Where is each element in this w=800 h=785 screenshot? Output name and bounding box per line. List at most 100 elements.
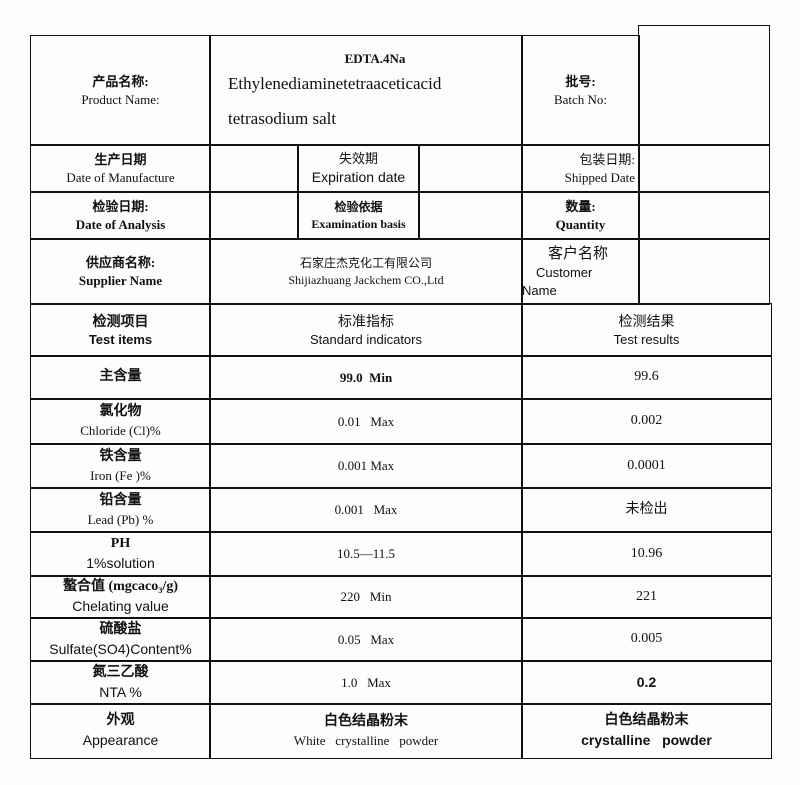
test-result: 0.005 bbox=[521, 617, 772, 662]
test-item-en: Sulfate(SO4)Content% bbox=[49, 640, 192, 657]
standard-value: 0.001 Max bbox=[337, 458, 395, 474]
test-result: 未检出 bbox=[521, 487, 772, 533]
batch-label: 批号: Batch No: bbox=[521, 35, 640, 146]
standard-indicator: 220 Min bbox=[209, 575, 523, 619]
test-item: 铁含量 Iron (Fe )% bbox=[30, 443, 211, 489]
test-result: 99.6 bbox=[521, 355, 772, 400]
manufacture-value bbox=[209, 144, 299, 193]
standard-value: 0.01 Max bbox=[337, 413, 395, 429]
customer-en1: Customer bbox=[536, 265, 593, 281]
result-value: crystalline powder bbox=[581, 732, 712, 748]
standard-indicator: 1.0 Max bbox=[209, 660, 523, 705]
test-item-cn: 外观 bbox=[106, 713, 135, 729]
customer-label: 客户名称 Customer Name bbox=[521, 238, 640, 305]
shipped-label: 包装日期: Shipped Date bbox=[521, 144, 640, 193]
test-result: 10.96 bbox=[521, 531, 772, 577]
analysis-en: Date of Analysis bbox=[75, 216, 166, 232]
column-header: 检测项目 Test items bbox=[30, 303, 211, 357]
basis-value bbox=[418, 191, 523, 240]
test-item-cn: PH bbox=[110, 536, 131, 552]
supplier-label: 供应商名称: Supplier Name bbox=[30, 238, 211, 305]
test-result: 221 bbox=[521, 575, 772, 619]
standard-cn: 白色结晶粉末 bbox=[324, 713, 408, 729]
standard-value: White crystalline powder bbox=[293, 732, 439, 748]
test-item-cn: 螯合值 (mgcaco₃/g) bbox=[62, 579, 178, 595]
supplier-value-en: Shijiazhuang Jackchem CO.,Ltd bbox=[288, 272, 444, 287]
test-item-en: 1%solution bbox=[86, 555, 155, 571]
manufacture-en: Date of Manufacture bbox=[66, 169, 175, 185]
expiration-value bbox=[418, 144, 523, 193]
result-cn: 白色结晶粉末 bbox=[604, 713, 689, 729]
shipped-en: Shipped Date bbox=[564, 169, 635, 185]
standard-value: 0.05 Max bbox=[337, 631, 395, 647]
standard-value: 220 Min bbox=[340, 589, 392, 605]
test-item-cn: 氯化物 bbox=[99, 404, 142, 420]
shipped-value bbox=[638, 144, 770, 193]
basis-label: 检验依据 Examination basis bbox=[297, 191, 420, 240]
test-item-cn: 硫酸盐 bbox=[99, 621, 142, 637]
manufacture-label: 生产日期 Date of Manufacture bbox=[30, 144, 211, 193]
result-value: 0.005 bbox=[630, 631, 663, 647]
column-header-cn: 检测项目 bbox=[92, 312, 149, 329]
test-result: 0.002 bbox=[521, 398, 772, 445]
shipped-cn: 包装日期: bbox=[579, 151, 635, 167]
column-header: 检测结果 Test results bbox=[521, 303, 772, 357]
column-header: 标准指标 Standard indicators bbox=[209, 303, 523, 357]
customer-en2: Name bbox=[522, 282, 557, 298]
standard-value: 99.0 Min bbox=[339, 369, 393, 385]
customer-cn: 客户名称 bbox=[548, 244, 609, 262]
test-item: 氮三乙酸 NTA % bbox=[30, 660, 211, 705]
column-header-en: Test items bbox=[88, 331, 153, 347]
test-item-cn: 铅含量 bbox=[99, 492, 142, 508]
column-header-cn: 检测结果 bbox=[618, 312, 675, 329]
test-item-en: Iron (Fe )% bbox=[90, 467, 151, 483]
analysis-label: 检验日期: Date of Analysis bbox=[30, 191, 211, 240]
standard-value: 0.001 Max bbox=[334, 502, 398, 518]
standard-indicator: 99.0 Min bbox=[209, 355, 523, 400]
expiration-cn: 失效期 bbox=[338, 151, 378, 167]
column-header-en: Test results bbox=[613, 331, 680, 347]
batch-label-en: Batch No: bbox=[553, 91, 608, 107]
test-item-en: Lead (Pb) % bbox=[87, 511, 154, 527]
product-name-value: EDTA.4Na Ethylenediaminetetraaceticacid … bbox=[209, 35, 523, 146]
quantity-label: 数量: Quantity bbox=[521, 191, 640, 240]
basis-cn: 检验依据 bbox=[334, 200, 383, 215]
test-item: 铅含量 Lead (Pb) % bbox=[30, 487, 211, 533]
standard-value: 10.5—11.5 bbox=[336, 546, 396, 562]
analysis-value bbox=[209, 191, 299, 240]
test-item-en: Chloride (Cl)% bbox=[80, 423, 161, 439]
test-item-en: Appearance bbox=[82, 732, 159, 748]
test-item: 外观 Appearance bbox=[30, 703, 211, 759]
supplier-cn: 供应商名称: bbox=[85, 254, 156, 270]
test-item: 硫酸盐 Sulfate(SO4)Content% bbox=[30, 617, 211, 662]
standard-indicator: 10.5—11.5 bbox=[209, 531, 523, 577]
test-result: 0.0001 bbox=[521, 443, 772, 489]
product-name-label: 产品名称: Product Name: bbox=[30, 35, 211, 146]
test-item-cn: 氮三乙酸 bbox=[92, 664, 149, 680]
result-value: 99.6 bbox=[634, 369, 659, 385]
supplier-value: 石家庄杰克化工有限公司 Shijiazhuang Jackchem CO.,Lt… bbox=[209, 238, 523, 305]
standard-indicator: 0.05 Max bbox=[209, 617, 523, 662]
result-value: 0.002 bbox=[630, 413, 663, 429]
standard-value: 1.0 Max bbox=[341, 674, 391, 690]
expiration-label: 失效期 Expiration date bbox=[297, 144, 420, 193]
manufacture-cn: 生产日期 bbox=[94, 151, 147, 167]
test-item: 螯合值 (mgcaco₃/g) Chelating value bbox=[30, 575, 211, 619]
test-item-cn: 主含量 bbox=[99, 369, 142, 385]
column-header-cn: 标准指标 bbox=[338, 312, 394, 329]
standard-indicator: 0.001 Max bbox=[209, 487, 523, 533]
standard-indicator: 0.001 Max bbox=[209, 443, 523, 489]
analysis-cn: 检验日期: bbox=[92, 198, 149, 214]
quantity-value bbox=[638, 191, 770, 240]
batch-value bbox=[638, 25, 770, 146]
result-value: 221 bbox=[636, 588, 657, 604]
result-value: 0.0001 bbox=[627, 457, 666, 473]
result-value: 未检出 bbox=[625, 501, 668, 517]
test-item-en: NTA % bbox=[99, 683, 142, 700]
supplier-en: Supplier Name bbox=[78, 272, 163, 288]
supplier-value-cn: 石家庄杰克化工有限公司 bbox=[299, 256, 432, 271]
test-item-en: Chelating value bbox=[72, 598, 169, 614]
basis-en: Examination basis bbox=[311, 216, 406, 231]
product-label-cn: 产品名称: bbox=[92, 73, 149, 89]
expiration-en: Expiration date bbox=[311, 168, 406, 185]
